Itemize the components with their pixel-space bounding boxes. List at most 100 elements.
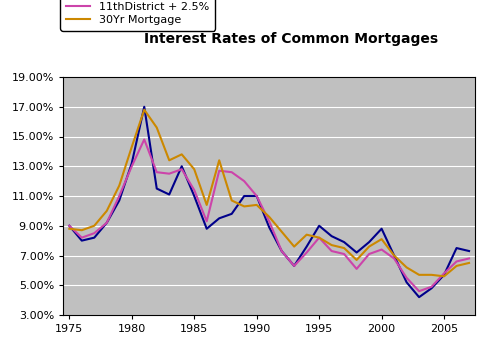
1yrTreasury + 2.5% (91, 236, 97, 240)
30Yr Mortgage (278, 230, 284, 234)
Line: 30Yr Mortgage: 30Yr Mortgage (69, 110, 468, 276)
1yrTreasury + 2.5% (391, 253, 396, 258)
11thDistrict + 2.5% (66, 224, 72, 228)
1yrTreasury + 2.5% (365, 240, 371, 244)
1yrTreasury + 2.5% (66, 224, 72, 228)
11thDistrict + 2.5% (79, 236, 85, 240)
30Yr Mortgage (328, 243, 334, 247)
30Yr Mortgage (79, 228, 85, 232)
11thDistrict + 2.5% (179, 167, 184, 171)
1yrTreasury + 2.5% (465, 249, 471, 253)
Legend: 1yrTreasury + 2.5%, 11thDistrict + 2.5%, 30Yr Mortgage: 1yrTreasury + 2.5%, 11thDistrict + 2.5%,… (60, 0, 215, 30)
1yrTreasury + 2.5% (104, 221, 109, 225)
30Yr Mortgage (116, 183, 122, 188)
1yrTreasury + 2.5% (141, 105, 147, 109)
1yrTreasury + 2.5% (303, 244, 309, 248)
11thDistrict + 2.5% (241, 179, 246, 183)
30Yr Mortgage (440, 274, 446, 279)
1yrTreasury + 2.5% (291, 264, 297, 268)
1yrTreasury + 2.5% (179, 164, 184, 168)
1yrTreasury + 2.5% (266, 225, 272, 229)
11thDistrict + 2.5% (328, 249, 334, 253)
30Yr Mortgage (453, 264, 458, 268)
1yrTreasury + 2.5% (153, 187, 159, 191)
30Yr Mortgage (66, 227, 72, 231)
30Yr Mortgage (341, 246, 347, 250)
1yrTreasury + 2.5% (253, 194, 259, 198)
1yrTreasury + 2.5% (191, 194, 197, 198)
11thDistrict + 2.5% (191, 188, 197, 192)
Text: Interest Rates of Common Mortgages: Interest Rates of Common Mortgages (144, 32, 437, 46)
11thDistrict + 2.5% (141, 138, 147, 142)
11thDistrict + 2.5% (415, 289, 421, 293)
1yrTreasury + 2.5% (353, 251, 359, 255)
Line: 11thDistrict + 2.5%: 11thDistrict + 2.5% (69, 140, 468, 291)
30Yr Mortgage (216, 158, 222, 162)
30Yr Mortgage (179, 152, 184, 156)
1yrTreasury + 2.5% (166, 193, 172, 197)
11thDistrict + 2.5% (403, 276, 408, 280)
30Yr Mortgage (241, 204, 246, 209)
11thDistrict + 2.5% (465, 256, 471, 260)
1yrTreasury + 2.5% (116, 198, 122, 203)
11thDistrict + 2.5% (216, 169, 222, 173)
1yrTreasury + 2.5% (216, 216, 222, 221)
30Yr Mortgage (403, 265, 408, 270)
1yrTreasury + 2.5% (378, 227, 384, 231)
11thDistrict + 2.5% (166, 172, 172, 176)
1yrTreasury + 2.5% (341, 240, 347, 244)
11thDistrict + 2.5% (153, 170, 159, 174)
30Yr Mortgage (203, 203, 209, 207)
11thDistrict + 2.5% (316, 236, 321, 240)
11thDistrict + 2.5% (453, 259, 458, 264)
1yrTreasury + 2.5% (278, 249, 284, 253)
30Yr Mortgage (378, 237, 384, 241)
30Yr Mortgage (353, 258, 359, 262)
1yrTreasury + 2.5% (415, 295, 421, 299)
11thDistrict + 2.5% (378, 247, 384, 252)
1yrTreasury + 2.5% (79, 239, 85, 243)
11thDistrict + 2.5% (278, 249, 284, 253)
11thDistrict + 2.5% (365, 252, 371, 256)
Line: 1yrTreasury + 2.5%: 1yrTreasury + 2.5% (69, 107, 468, 297)
11thDistrict + 2.5% (428, 285, 434, 289)
11thDistrict + 2.5% (228, 170, 234, 174)
11thDistrict + 2.5% (104, 221, 109, 225)
30Yr Mortgage (104, 209, 109, 213)
1yrTreasury + 2.5% (453, 246, 458, 250)
30Yr Mortgage (415, 273, 421, 277)
11thDistrict + 2.5% (341, 252, 347, 256)
11thDistrict + 2.5% (303, 251, 309, 255)
30Yr Mortgage (428, 273, 434, 277)
11thDistrict + 2.5% (116, 194, 122, 198)
1yrTreasury + 2.5% (203, 227, 209, 231)
30Yr Mortgage (228, 198, 234, 203)
11thDistrict + 2.5% (91, 231, 97, 235)
30Yr Mortgage (91, 224, 97, 228)
30Yr Mortgage (253, 203, 259, 207)
30Yr Mortgage (153, 125, 159, 130)
1yrTreasury + 2.5% (228, 212, 234, 216)
30Yr Mortgage (465, 261, 471, 265)
11thDistrict + 2.5% (353, 267, 359, 271)
11thDistrict + 2.5% (440, 271, 446, 275)
1yrTreasury + 2.5% (241, 194, 246, 198)
11thDistrict + 2.5% (266, 219, 272, 223)
11thDistrict + 2.5% (291, 264, 297, 268)
11thDistrict + 2.5% (253, 194, 259, 198)
30Yr Mortgage (303, 232, 309, 237)
11thDistrict + 2.5% (129, 164, 135, 168)
30Yr Mortgage (141, 108, 147, 112)
1yrTreasury + 2.5% (428, 286, 434, 290)
30Yr Mortgage (191, 167, 197, 171)
1yrTreasury + 2.5% (316, 224, 321, 228)
11thDistrict + 2.5% (203, 219, 209, 223)
30Yr Mortgage (266, 215, 272, 219)
30Yr Mortgage (391, 253, 396, 258)
1yrTreasury + 2.5% (403, 280, 408, 284)
1yrTreasury + 2.5% (328, 234, 334, 238)
30Yr Mortgage (166, 158, 172, 162)
30Yr Mortgage (316, 236, 321, 240)
30Yr Mortgage (365, 244, 371, 248)
30Yr Mortgage (129, 145, 135, 149)
